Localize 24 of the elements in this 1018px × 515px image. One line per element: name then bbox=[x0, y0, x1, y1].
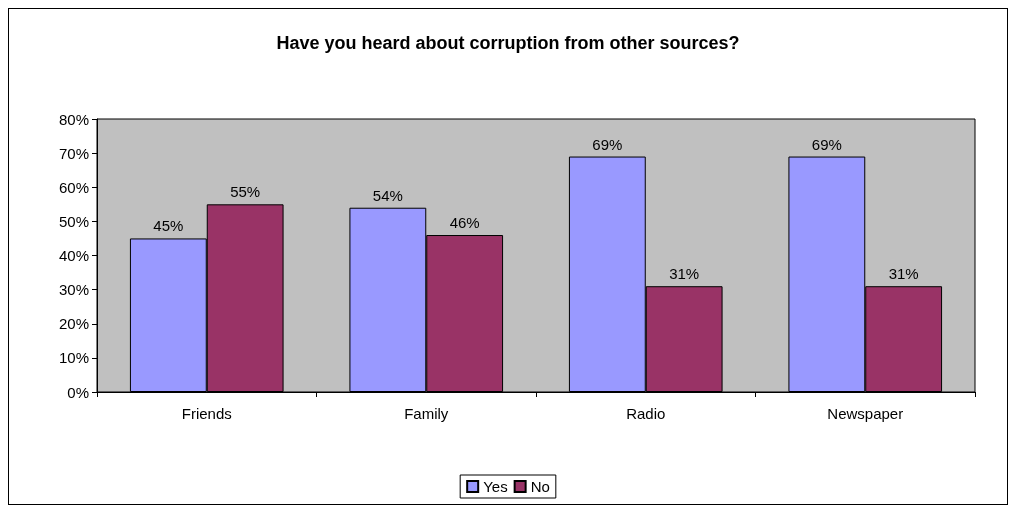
data-label: 55% bbox=[230, 183, 261, 201]
chart-title: Have you heard about corruption from other sources? bbox=[276, 33, 740, 53]
legend-label: Yes bbox=[483, 478, 508, 495]
data-label: 69% bbox=[811, 135, 842, 153]
y-tick-label: 40% bbox=[58, 247, 89, 264]
x-tick-label: Friends bbox=[181, 405, 232, 422]
data-label: 69% bbox=[592, 135, 623, 153]
y-tick-label: 0% bbox=[67, 383, 89, 401]
data-label: 45% bbox=[153, 217, 184, 235]
x-tick-label: Family bbox=[404, 405, 449, 422]
y-tick-label: 70% bbox=[58, 144, 89, 162]
y-tick-label: 80% bbox=[58, 110, 89, 128]
data-label: 31% bbox=[669, 265, 700, 283]
y-tick-label: 50% bbox=[58, 212, 89, 230]
y-tick-label: 20% bbox=[58, 315, 89, 333]
y-tick-label: 30% bbox=[58, 281, 89, 299]
data-label: 54% bbox=[372, 186, 403, 204]
legend-label: No bbox=[530, 478, 550, 495]
x-tick-label: Radio bbox=[626, 405, 666, 422]
data-label: 31% bbox=[888, 265, 919, 283]
x-tick-label: Newspaper bbox=[827, 405, 904, 422]
y-tick-label: 10% bbox=[58, 349, 89, 367]
data-label: 46% bbox=[449, 214, 480, 232]
y-tick-label: 60% bbox=[58, 178, 89, 196]
